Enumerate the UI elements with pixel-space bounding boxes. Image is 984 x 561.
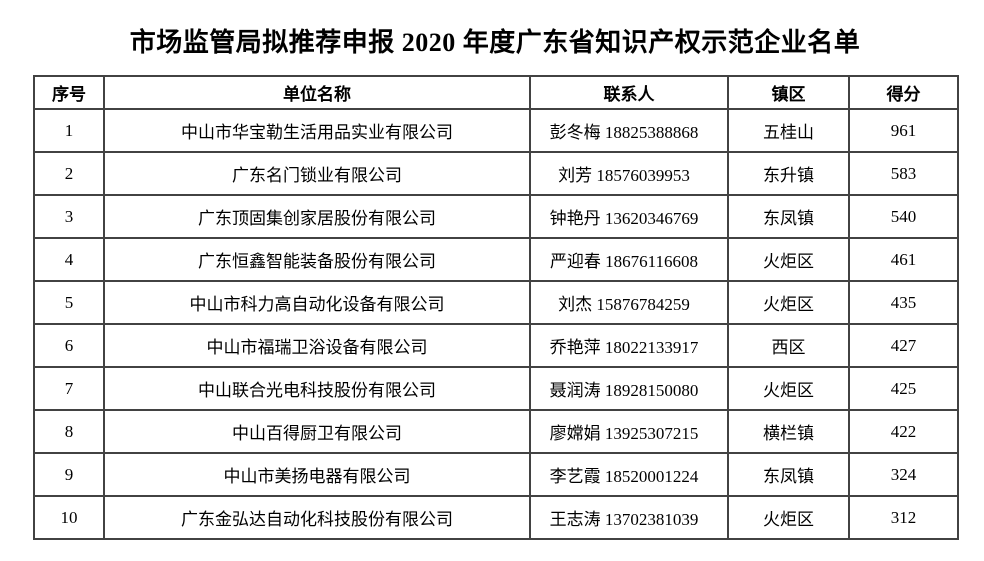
table-row: 2 广东名门锁业有限公司 刘芳 18576039953 东升镇 583 <box>33 151 959 196</box>
cell-contact: 王志涛 13702381039 <box>529 495 729 540</box>
column-header-town: 镇区 <box>727 75 850 110</box>
cell-town: 东升镇 <box>727 151 850 196</box>
cell-seq: 4 <box>33 237 105 282</box>
cell-seq: 2 <box>33 151 105 196</box>
cell-contact: 李艺霞 18520001224 <box>529 452 729 497</box>
cell-score: 312 <box>848 495 959 540</box>
cell-company: 广东顶固集创家居股份有限公司 <box>103 194 531 239</box>
cell-company: 中山市福瑞卫浴设备有限公司 <box>103 323 531 368</box>
cell-seq: 1 <box>33 108 105 153</box>
cell-company: 中山联合光电科技股份有限公司 <box>103 366 531 411</box>
table-row: 1 中山市华宝勒生活用品实业有限公司 彭冬梅 18825388868 五桂山 961 <box>33 108 959 153</box>
cell-company: 中山百得厨卫有限公司 <box>103 409 531 454</box>
column-header-seq: 序号 <box>33 75 105 110</box>
cell-contact: 廖嫦娟 13925307215 <box>529 409 729 454</box>
cell-score: 435 <box>848 280 959 325</box>
cell-score: 583 <box>848 151 959 196</box>
table-row: 9 中山市美扬电器有限公司 李艺霞 18520001224 东凤镇 324 <box>33 452 959 497</box>
column-header-score: 得分 <box>848 75 959 110</box>
column-header-contact: 联系人 <box>529 75 729 110</box>
cell-contact: 刘芳 18576039953 <box>529 151 729 196</box>
page-title: 市场监管局拟推荐申报 2020 年度广东省知识产权示范企业名单 <box>129 28 861 57</box>
cell-seq: 6 <box>33 323 105 368</box>
column-header-company: 单位名称 <box>103 75 531 110</box>
enterprise-roster-table: 序号 单位名称 联系人 镇区 得分 1 中山市华宝勒生活用品实业有限公司 彭冬梅 1… <box>33 75 959 540</box>
cell-company: 广东名门锁业有限公司 <box>103 151 531 196</box>
cell-company: 中山市华宝勒生活用品实业有限公司 <box>103 108 531 153</box>
cell-company: 广东恒鑫智能装备股份有限公司 <box>103 237 531 282</box>
cell-contact: 乔艳萍 18022133917 <box>529 323 729 368</box>
table-row: 4 广东恒鑫智能装备股份有限公司 严迎春 18676116608 火炬区 461 <box>33 237 959 282</box>
cell-town: 东凤镇 <box>727 194 850 239</box>
cell-seq: 3 <box>33 194 105 239</box>
cell-town: 西区 <box>727 323 850 368</box>
cell-contact: 刘杰 15876784259 <box>529 280 729 325</box>
cell-town: 东凤镇 <box>727 452 850 497</box>
cell-seq: 7 <box>33 366 105 411</box>
cell-contact: 彭冬梅 18825388868 <box>529 108 729 153</box>
cell-town: 火炬区 <box>727 495 850 540</box>
cell-town: 火炬区 <box>727 366 850 411</box>
cell-score: 461 <box>848 237 959 282</box>
cell-score: 425 <box>848 366 959 411</box>
cell-town: 横栏镇 <box>727 409 850 454</box>
table-header-row: 序号 单位名称 联系人 镇区 得分 <box>33 75 959 110</box>
cell-town: 火炬区 <box>727 280 850 325</box>
cell-contact: 钟艳丹 13620346769 <box>529 194 729 239</box>
cell-contact: 聂润涛 18928150080 <box>529 366 729 411</box>
cell-company: 中山市科力高自动化设备有限公司 <box>103 280 531 325</box>
cell-score: 422 <box>848 409 959 454</box>
cell-score: 961 <box>848 108 959 153</box>
cell-score: 324 <box>848 452 959 497</box>
cell-company: 广东金弘达自动化科技股份有限公司 <box>103 495 531 540</box>
cell-town: 火炬区 <box>727 237 850 282</box>
cell-score: 540 <box>848 194 959 239</box>
table-row: 5 中山市科力高自动化设备有限公司 刘杰 15876784259 火炬区 435 <box>33 280 959 325</box>
table-row: 3 广东顶固集创家居股份有限公司 钟艳丹 13620346769 东凤镇 540 <box>33 194 959 239</box>
cell-seq: 5 <box>33 280 105 325</box>
cell-seq: 10 <box>33 495 105 540</box>
cell-seq: 9 <box>33 452 105 497</box>
cell-contact: 严迎春 18676116608 <box>529 237 729 282</box>
cell-company: 中山市美扬电器有限公司 <box>103 452 531 497</box>
table-row: 6 中山市福瑞卫浴设备有限公司 乔艳萍 18022133917 西区 427 <box>33 323 959 368</box>
cell-seq: 8 <box>33 409 105 454</box>
cell-score: 427 <box>848 323 959 368</box>
table-body: 1 中山市华宝勒生活用品实业有限公司 彭冬梅 18825388868 五桂山 961 2 广… <box>33 108 959 540</box>
table-row: 10 广东金弘达自动化科技股份有限公司 王志涛 13702381039 火炬区 312 <box>33 495 959 540</box>
table-row: 7 中山联合光电科技股份有限公司 聂润涛 18928150080 火炬区 425 <box>33 366 959 411</box>
cell-town: 五桂山 <box>727 108 850 153</box>
table-row: 8 中山百得厨卫有限公司 廖嫦娟 13925307215 横栏镇 422 <box>33 409 959 454</box>
